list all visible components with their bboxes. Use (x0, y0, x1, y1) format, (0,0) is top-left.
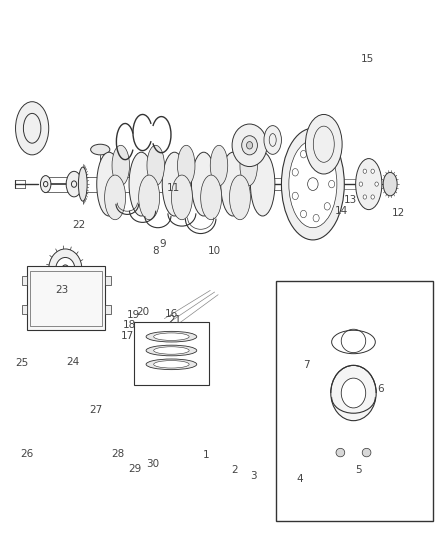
Text: 20: 20 (136, 306, 149, 317)
Text: 30: 30 (146, 459, 159, 469)
Ellipse shape (305, 115, 342, 174)
Circle shape (359, 182, 363, 186)
Ellipse shape (289, 141, 337, 228)
Ellipse shape (282, 128, 344, 240)
Ellipse shape (146, 359, 197, 369)
Text: 22: 22 (72, 220, 85, 230)
Text: 29: 29 (128, 464, 142, 473)
Circle shape (363, 195, 367, 199)
Ellipse shape (162, 152, 187, 216)
Ellipse shape (221, 152, 245, 216)
Circle shape (292, 168, 298, 176)
Bar (21, 305, 27, 314)
Text: 28: 28 (111, 449, 124, 458)
Circle shape (292, 192, 298, 200)
Circle shape (247, 142, 253, 149)
Text: 3: 3 (251, 472, 257, 481)
Text: 5: 5 (355, 465, 362, 474)
Ellipse shape (230, 175, 251, 220)
Text: 9: 9 (159, 239, 166, 249)
Text: 8: 8 (152, 246, 159, 255)
Circle shape (324, 203, 330, 210)
Ellipse shape (129, 152, 153, 216)
Ellipse shape (154, 333, 189, 341)
Text: 27: 27 (89, 405, 102, 415)
Circle shape (371, 169, 374, 173)
Ellipse shape (362, 448, 371, 457)
Ellipse shape (146, 345, 197, 356)
Ellipse shape (112, 146, 130, 185)
Circle shape (324, 158, 330, 166)
Circle shape (313, 214, 319, 222)
Text: 18: 18 (123, 320, 136, 330)
Text: 2: 2 (231, 465, 237, 474)
Ellipse shape (40, 175, 51, 192)
Ellipse shape (146, 332, 197, 342)
Ellipse shape (191, 152, 216, 216)
Ellipse shape (383, 172, 397, 196)
Ellipse shape (356, 159, 382, 209)
Ellipse shape (336, 448, 345, 457)
Ellipse shape (264, 126, 282, 155)
Text: 26: 26 (20, 449, 34, 458)
Text: 6: 6 (377, 384, 384, 394)
Ellipse shape (147, 146, 164, 185)
Circle shape (307, 177, 318, 190)
Text: 12: 12 (392, 208, 405, 219)
Text: 19: 19 (127, 310, 141, 320)
Ellipse shape (240, 146, 258, 185)
Text: 14: 14 (335, 206, 348, 216)
Text: 13: 13 (343, 195, 357, 205)
Circle shape (375, 182, 378, 186)
Text: 10: 10 (208, 246, 221, 255)
Ellipse shape (341, 329, 366, 353)
Text: 11: 11 (166, 183, 180, 193)
Circle shape (328, 180, 335, 188)
Bar (106, 305, 111, 314)
Text: 23: 23 (55, 286, 68, 295)
Ellipse shape (105, 175, 126, 220)
Ellipse shape (97, 152, 121, 216)
Circle shape (232, 124, 267, 166)
Circle shape (371, 195, 374, 199)
Circle shape (331, 366, 376, 421)
Bar (276, 281, 433, 521)
Bar (30, 271, 102, 326)
Text: 7: 7 (303, 360, 310, 370)
Text: 15: 15 (361, 54, 374, 64)
Ellipse shape (201, 175, 222, 220)
Circle shape (56, 257, 75, 281)
Ellipse shape (171, 175, 192, 220)
Ellipse shape (154, 361, 189, 368)
Ellipse shape (139, 175, 159, 220)
Circle shape (313, 147, 319, 154)
Circle shape (62, 265, 69, 273)
Bar (134, 322, 209, 384)
Text: 21: 21 (169, 314, 182, 325)
Circle shape (341, 378, 366, 408)
Ellipse shape (177, 146, 195, 185)
Circle shape (49, 249, 82, 289)
Ellipse shape (78, 167, 87, 201)
Ellipse shape (154, 347, 189, 354)
Ellipse shape (66, 171, 82, 197)
Bar (106, 276, 111, 285)
Text: 16: 16 (164, 309, 177, 319)
Circle shape (300, 211, 307, 218)
Ellipse shape (210, 146, 228, 185)
Circle shape (363, 169, 367, 173)
Circle shape (300, 150, 307, 158)
Text: 1: 1 (203, 450, 209, 460)
Text: 17: 17 (121, 330, 134, 341)
Ellipse shape (91, 144, 110, 155)
Bar (27, 266, 106, 330)
Ellipse shape (15, 102, 49, 155)
Circle shape (242, 136, 258, 155)
Ellipse shape (251, 152, 275, 216)
Text: 4: 4 (297, 474, 303, 484)
Text: 24: 24 (66, 357, 79, 367)
Text: 25: 25 (15, 358, 28, 368)
Bar (21, 276, 27, 285)
